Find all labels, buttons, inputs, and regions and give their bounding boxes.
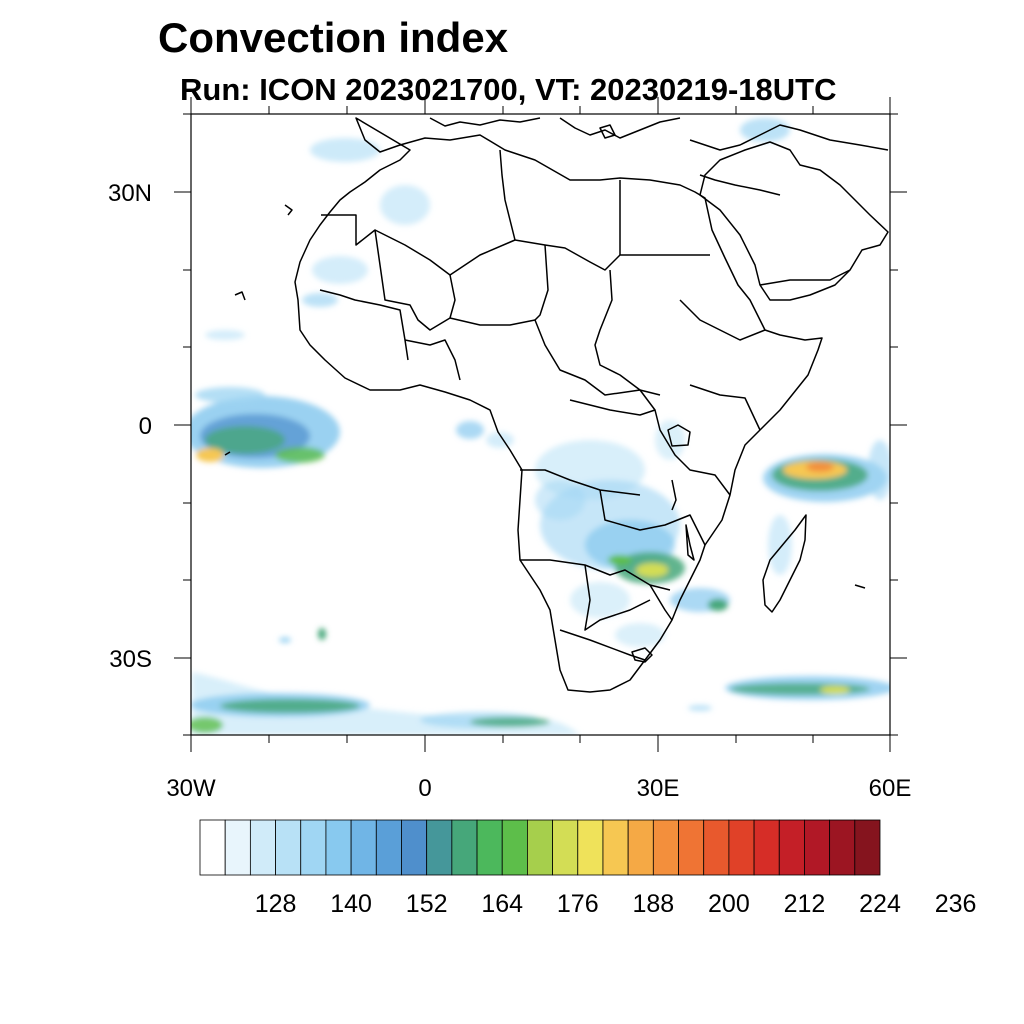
colorbar-swatch xyxy=(375,819,402,876)
lon-tick-label: 30W xyxy=(166,775,216,802)
colorbar-swatch xyxy=(703,819,730,876)
coastline-borders xyxy=(224,117,889,693)
colorbar-swatch xyxy=(753,819,780,876)
colorbar-swatch xyxy=(652,819,679,876)
axis-ticks xyxy=(174,97,907,752)
colorbar-tick-label: 176 xyxy=(557,890,599,918)
colorbar-swatch xyxy=(577,819,604,876)
colorbar-swatch xyxy=(728,819,755,876)
colorbar xyxy=(199,819,881,876)
lat-tick-label: 30N xyxy=(108,180,152,207)
colorbar-swatch xyxy=(199,819,226,876)
lon-tick-label: 0 xyxy=(418,775,431,802)
lat-tick-label: 0 xyxy=(139,413,152,440)
colorbar-swatch xyxy=(476,819,503,876)
colorbar-tick-label: 152 xyxy=(406,890,448,918)
colorbar-swatch xyxy=(778,819,805,876)
colorbar-swatch xyxy=(401,819,428,876)
colorbar-swatch xyxy=(350,819,377,876)
colorbar-tick-label: 200 xyxy=(708,890,750,918)
colorbar-tick-label: 236 xyxy=(935,890,977,918)
colorbar-tick-label: 212 xyxy=(784,890,826,918)
colorbar-swatch xyxy=(678,819,705,876)
colorbar-swatch xyxy=(602,819,629,876)
colorbar-swatch xyxy=(300,819,327,876)
colorbar-swatch xyxy=(527,819,553,876)
page-title: Convection index xyxy=(158,14,509,61)
colorbar-labels: 128 140 152 164 176 188 200 212 224 236 xyxy=(255,890,977,918)
colorbar-tick-label: 224 xyxy=(859,890,901,918)
colorbar-swatch xyxy=(275,819,302,876)
lon-tick-label: 60E xyxy=(869,775,912,802)
colorbar-tick-label: 128 xyxy=(255,890,297,918)
colorbar-swatch xyxy=(426,819,453,876)
colorbar-swatch xyxy=(501,819,528,876)
colorbar-swatch xyxy=(249,819,276,876)
colorbar-swatch xyxy=(829,819,856,876)
colorbar-swatch xyxy=(854,819,881,876)
page-subtitle: Run: ICON 2023021700, VT: 20230219-18UTC xyxy=(180,72,837,107)
convection-shading xyxy=(191,118,890,735)
colorbar-swatch xyxy=(552,819,579,876)
colorbar-tick-label: 188 xyxy=(632,890,674,918)
lon-tick-label: 30E xyxy=(637,775,680,802)
colorbar-swatch xyxy=(224,819,251,876)
colorbar-tick-label: 164 xyxy=(481,890,523,918)
colorbar-swatch xyxy=(451,819,478,876)
lat-tick-label: 30S xyxy=(109,646,152,673)
colorbar-swatch xyxy=(325,819,352,876)
colorbar-swatch xyxy=(804,819,831,876)
colorbar-swatch xyxy=(627,819,654,876)
colorbar-tick-label: 140 xyxy=(330,890,372,918)
